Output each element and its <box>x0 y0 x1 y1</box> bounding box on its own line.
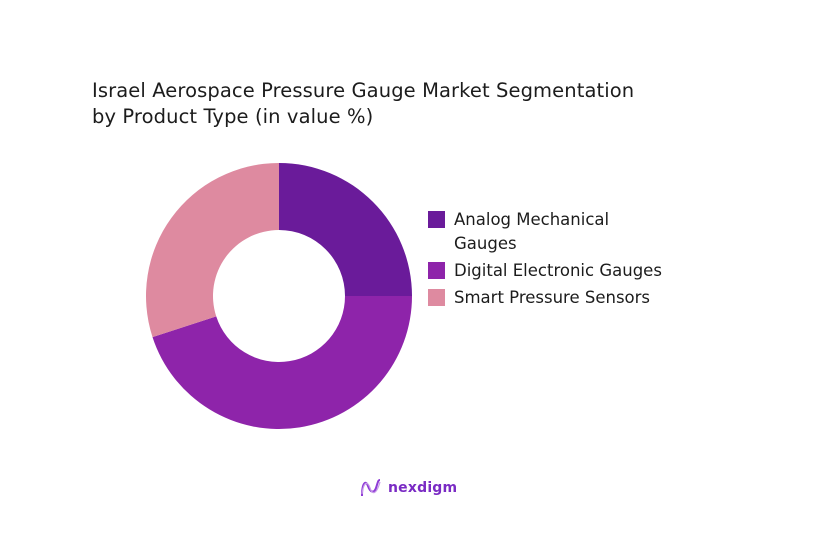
donut-slices <box>146 163 412 430</box>
donut-slice-digital-electronic-gauges <box>152 296 412 430</box>
legend-label: Smart Pressure Sensors <box>454 288 651 307</box>
chart-title: Israel Aerospace Pressure Gauge Market S… <box>92 78 732 130</box>
legend-swatch <box>428 262 445 279</box>
brand-logo: nexdigm <box>360 478 457 498</box>
legend-swatch <box>428 211 445 228</box>
legend-item-digital-electronic-gauges: Digital Electronic Gauges <box>428 259 728 283</box>
legend-label: Analog Mechanical Gauges <box>454 210 610 253</box>
donut-slice-analog-mechanical-gauges <box>279 163 412 296</box>
chart-title-line-1: Israel Aerospace Pressure Gauge Market S… <box>92 79 635 102</box>
legend-swatch <box>428 289 445 306</box>
legend-item-analog-mechanical-gauges: Analog Mechanical Gauges <box>428 208 728 256</box>
brand-name: nexdigm <box>388 480 458 496</box>
chart-title-line-2: by Product Type (in value %) <box>92 105 374 128</box>
legend-label: Digital Electronic Gauges <box>454 261 662 280</box>
legend-item-smart-pressure-sensors: Smart Pressure Sensors <box>428 286 728 310</box>
nexdigm-wave-icon <box>361 479 381 497</box>
donut-slice-smart-pressure-sensors <box>146 163 279 338</box>
legend: Analog Mechanical Gauges Digital Electro… <box>428 208 728 313</box>
